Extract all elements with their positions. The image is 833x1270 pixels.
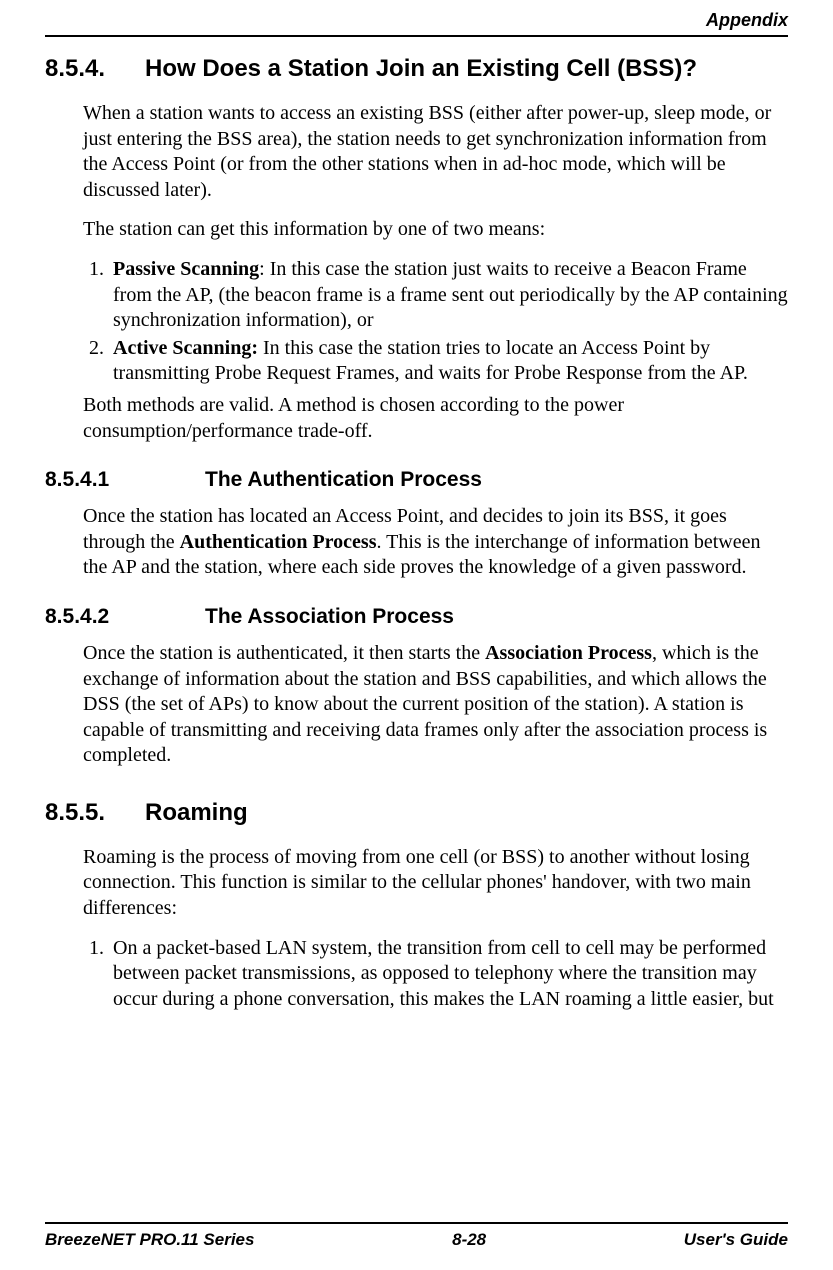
heading-title: Roaming (145, 799, 248, 827)
text-pre: Once the station is authenticated, it th… (83, 642, 485, 664)
list-item: 1. Passive Scanning: In this case the st… (83, 257, 788, 334)
list-855: 1. On a packet-based LAN system, the tra… (83, 936, 788, 1013)
heading-854: 8.5.4. How Does a Station Join an Existi… (45, 55, 788, 83)
footer-center: 8-28 (452, 1230, 486, 1250)
list-item: 1. On a packet-based LAN system, the tra… (83, 936, 788, 1013)
heading-number: 8.5.4.1 (45, 468, 205, 492)
list-content: Passive Scanning: In this case the stati… (113, 257, 788, 334)
para-855-1: Roaming is the process of moving from on… (83, 845, 788, 922)
para-8542-1: Once the station is authenticated, it th… (83, 641, 788, 769)
header-label: Appendix (45, 10, 788, 35)
bold-term: Active Scanning: (113, 337, 258, 359)
heading-8541: 8.5.4.1 The Authentication Process (45, 468, 788, 492)
list-content: On a packet-based LAN system, the transi… (113, 936, 788, 1013)
para-8541-1: Once the station has located an Access P… (83, 504, 788, 581)
heading-title: The Authentication Process (205, 468, 482, 492)
list-content: Active Scanning: In this case the statio… (113, 336, 788, 387)
list-marker: 1. (83, 936, 113, 1013)
bold-term: Passive Scanning (113, 258, 259, 280)
bold-term: Authentication Process (180, 531, 377, 553)
para-854-3: Both methods are valid. A method is chos… (83, 393, 788, 444)
heading-855: 8.5.5. Roaming (45, 799, 788, 827)
list-marker: 2. (83, 336, 113, 387)
header-rule (45, 35, 788, 37)
footer-row: BreezeNET PRO.11 Series 8-28 User's Guid… (45, 1230, 788, 1250)
heading-8542: 8.5.4.2 The Association Process (45, 605, 788, 629)
heading-title: The Association Process (205, 605, 454, 629)
para-854-2: The station can get this information by … (83, 217, 788, 243)
heading-title: How Does a Station Join an Existing Cell… (145, 55, 697, 83)
list-marker: 1. (83, 257, 113, 334)
list-item: 2. Active Scanning: In this case the sta… (83, 336, 788, 387)
para-854-1: When a station wants to access an existi… (83, 101, 788, 203)
heading-number: 8.5.4. (45, 55, 145, 83)
footer: BreezeNET PRO.11 Series 8-28 User's Guid… (45, 1222, 788, 1250)
bold-term: Association Process (485, 642, 652, 664)
heading-number: 8.5.5. (45, 799, 145, 827)
footer-left: BreezeNET PRO.11 Series (45, 1230, 254, 1250)
footer-rule (45, 1222, 788, 1224)
list-854: 1. Passive Scanning: In this case the st… (83, 257, 788, 387)
footer-right: User's Guide (684, 1230, 788, 1250)
heading-number: 8.5.4.2 (45, 605, 205, 629)
